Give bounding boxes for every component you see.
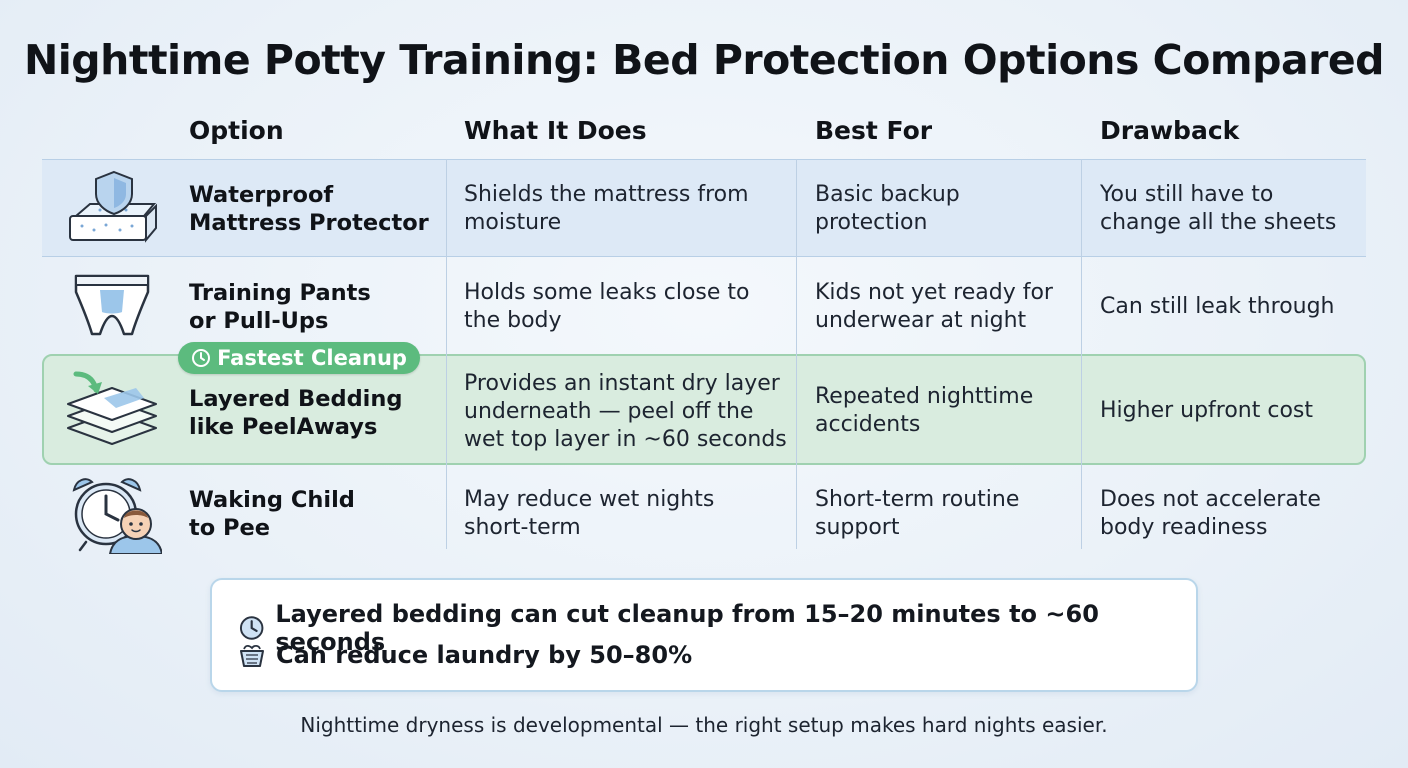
alarm-clock-child-icon [72, 478, 162, 554]
laundry-basket-icon [240, 644, 264, 667]
option-name: Waking Child to Pee [189, 483, 355, 545]
callout-line-cleanup: Layered bedding can cut cleanup from 15–… [238, 600, 1196, 656]
drawback-cell: Higher upfront cost [1100, 398, 1314, 423]
row-band-1 [42, 159, 1366, 256]
option-name-line: or Pull-Ups [189, 308, 329, 334]
option-name: Layered Bedding like PeelAways [189, 382, 403, 444]
column-header-option: Option [189, 116, 284, 145]
mattress-shield-icon [69, 170, 157, 243]
callout-text: Layered bedding can cut cleanup from 15–… [275, 600, 1099, 656]
best-for-cell: Short-term routine support [815, 487, 1020, 540]
training-pants-icon [74, 274, 150, 336]
option-name-line: Layered Bedding [189, 386, 403, 412]
option-name-line: like PeelAways [189, 414, 378, 440]
what-it-does-cell: Shields the mattress from moisture [464, 182, 749, 235]
callout-text: Can reduce laundry by 50–80% [276, 641, 693, 669]
row-divider [42, 256, 1366, 257]
option-name-line: Training Pants [189, 280, 371, 306]
badge-label: Fastest Cleanup [217, 346, 407, 370]
option-name-line: Waterproof [189, 182, 334, 208]
clock-icon [192, 349, 211, 367]
drawback-cell: Does not accelerate body readiness [1100, 487, 1321, 540]
drawback-cell: Can still leak through [1100, 294, 1335, 319]
fastest-cleanup-badge: Fastest Cleanup [178, 342, 420, 374]
best-for-cell: Kids not yet ready for underwear at nigh… [815, 280, 1053, 333]
layered-bedding-icon [67, 371, 157, 445]
best-for-cell: Basic backup protection [815, 182, 960, 235]
column-header-best: Best For [815, 116, 933, 145]
what-it-does-cell: Holds some leaks close to the body [464, 280, 750, 333]
column-divider [796, 159, 797, 549]
clock-icon [239, 616, 264, 640]
column-header-drawback: Drawback [1100, 116, 1240, 145]
footer-note: Nighttime dryness is developmental — the… [300, 713, 1108, 737]
column-header-what: What It Does [464, 116, 647, 145]
what-it-does-cell: Provides an instant dry layer underneath… [464, 371, 787, 452]
option-name-line: Waking Child [189, 487, 355, 513]
column-divider [1081, 159, 1082, 549]
page-title: Nighttime Potty Training: Bed Protection… [23, 36, 1385, 84]
option-name-line: Mattress Protector [189, 210, 429, 236]
option-name: Waterproof Mattress Protector [189, 178, 429, 240]
best-for-cell: Repeated nighttime accidents [815, 384, 1034, 437]
key-stats-callout: Layered bedding can cut cleanup from 15–… [210, 578, 1198, 692]
option-name: Training Pants or Pull-Ups [189, 276, 371, 338]
what-it-does-cell: May reduce wet nights short-term [464, 487, 715, 540]
header-divider [42, 159, 1366, 160]
option-name-line: to Pee [189, 515, 271, 541]
column-divider [446, 159, 447, 549]
callout-line-laundry: Can reduce laundry by 50–80% [238, 641, 692, 669]
drawback-cell: You still have to change all the sheets [1100, 182, 1337, 235]
